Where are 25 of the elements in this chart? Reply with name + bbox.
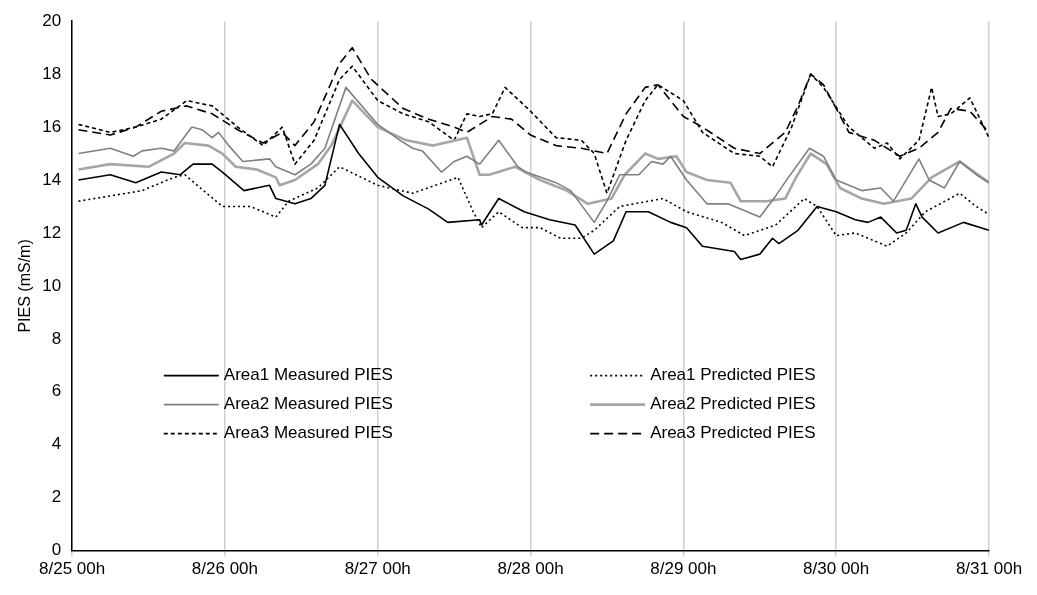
legend-label: Area2 Measured PIES bbox=[223, 394, 393, 414]
y-axis-title: PIES (mS/m) bbox=[16, 239, 34, 333]
legend-label: Area3 Measured PIES bbox=[223, 423, 393, 443]
y-tick-label: 4 bbox=[51, 434, 62, 454]
y-tick-label: 14 bbox=[42, 169, 62, 189]
legend-label: Area2 Predicted PIES bbox=[650, 394, 816, 414]
y-tick-label: 12 bbox=[42, 222, 62, 242]
x-tick-label: 8/27 00h bbox=[344, 559, 411, 579]
x-tick-label: 8/30 00h bbox=[803, 559, 870, 579]
x-tick-label: 8/31 00h bbox=[955, 559, 1023, 579]
y-tick-label: 10 bbox=[42, 275, 62, 295]
y-tick-label: 18 bbox=[42, 63, 62, 83]
y-tick-label: 20 bbox=[42, 10, 62, 30]
legend-label: Area1 Predicted PIES bbox=[650, 365, 816, 385]
y-tick-label: 6 bbox=[51, 381, 62, 401]
x-tick-label: 8/28 00h bbox=[497, 559, 564, 579]
x-tick-label: 8/26 00h bbox=[191, 559, 259, 579]
y-tick-label: 2 bbox=[51, 487, 62, 507]
y-tick-label: 0 bbox=[51, 540, 62, 560]
legend-label: Area3 Predicted PIES bbox=[650, 423, 816, 443]
legend-label: Area1 Measured PIES bbox=[223, 365, 393, 385]
y-tick-label: 8 bbox=[51, 328, 62, 348]
y-tick-label: 16 bbox=[42, 116, 62, 136]
x-tick-label: 8/29 00h bbox=[650, 559, 717, 579]
x-tick-label: 8/25 00h bbox=[39, 559, 106, 579]
